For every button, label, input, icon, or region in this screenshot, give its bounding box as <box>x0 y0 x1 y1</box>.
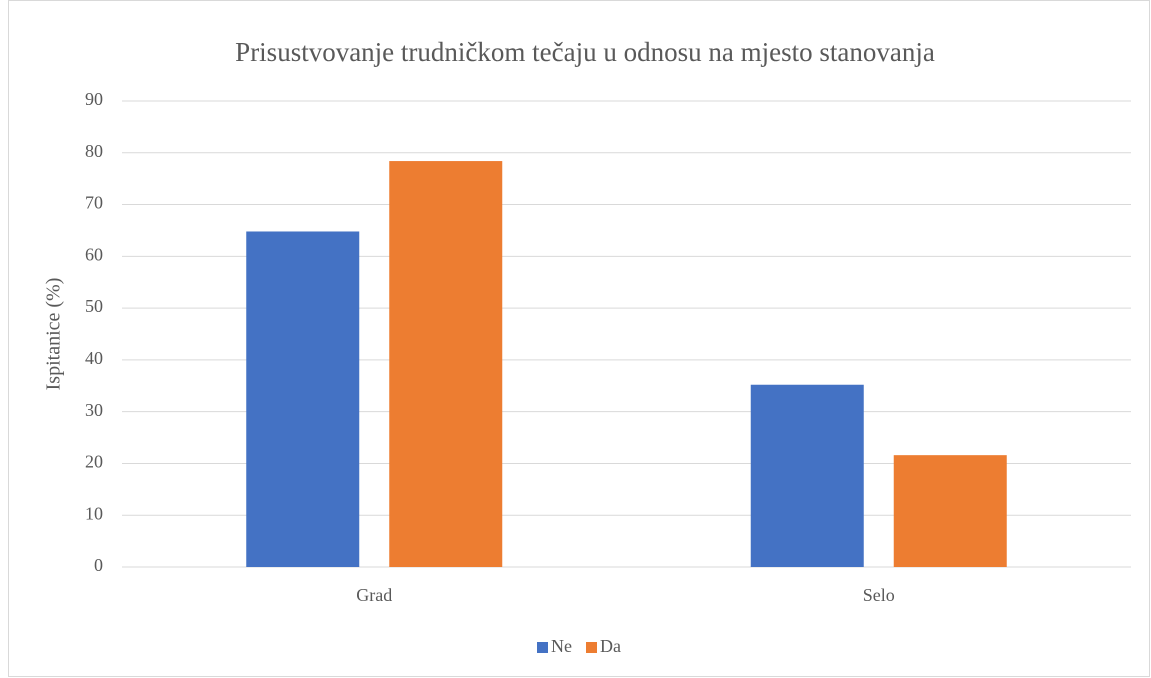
legend-label: Ne <box>551 636 572 656</box>
bar <box>750 384 864 567</box>
chart-border <box>8 0 1150 677</box>
y-tick-label: 0 <box>94 555 103 575</box>
chart-title: Prisustvovanje trudničkom tečaju u odnos… <box>235 37 935 67</box>
legend-label: Da <box>600 636 621 656</box>
y-tick-label: 10 <box>85 503 103 523</box>
y-tick-label: 80 <box>85 141 103 161</box>
y-tick-label: 90 <box>85 89 103 109</box>
x-tick-label: Selo <box>863 585 895 605</box>
y-tick-label: 40 <box>85 348 103 368</box>
y-tick-label: 70 <box>85 193 103 213</box>
y-tick-label: 50 <box>85 296 103 316</box>
legend-swatch <box>586 642 597 653</box>
x-tick-label: Grad <box>356 585 392 605</box>
y-tick-label: 20 <box>85 452 103 472</box>
bar <box>389 161 503 567</box>
bar <box>893 455 1007 567</box>
legend-swatch <box>537 642 548 653</box>
y-tick-label: 60 <box>85 244 103 264</box>
bar <box>246 231 360 568</box>
y-axis-label: Ispitanice (%) <box>43 278 65 391</box>
y-tick-label: 30 <box>85 400 103 420</box>
